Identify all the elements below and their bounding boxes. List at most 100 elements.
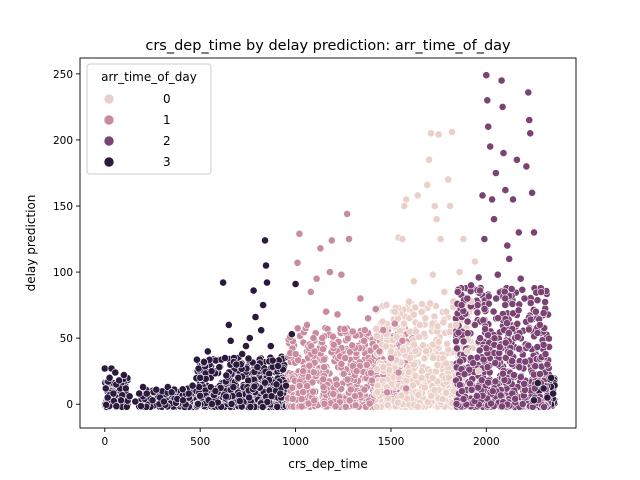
data-point-series-3 [139, 383, 147, 391]
data-point-series-0 [429, 353, 437, 362]
data-point-series-2 [525, 116, 534, 124]
data-point-series-0 [446, 202, 454, 210]
data-point-series-3 [102, 400, 111, 409]
data-point-series-3 [196, 373, 205, 382]
data-point-series-2 [488, 387, 497, 396]
data-point-series-3 [221, 354, 229, 362]
data-point-series-1 [318, 334, 327, 342]
data-point-series-0 [470, 257, 479, 266]
y-tick-label: 150 [53, 201, 73, 213]
data-point-series-0 [448, 128, 456, 136]
data-point-series-3 [291, 280, 300, 288]
data-point-series-2 [467, 281, 475, 290]
data-point-series-1 [337, 359, 346, 368]
data-point-series-3 [207, 367, 216, 376]
data-point-series-3 [194, 364, 203, 373]
data-point-series-2 [498, 369, 507, 378]
data-point-series-0 [410, 340, 419, 349]
data-point-series-1 [333, 310, 342, 319]
data-point-series-3 [219, 278, 227, 287]
data-point-series-2 [535, 320, 544, 329]
data-point-series-0 [393, 398, 402, 407]
data-point-series-2 [539, 309, 548, 317]
data-point-series-0 [428, 373, 437, 382]
data-point-series-1 [352, 367, 361, 376]
data-point-series-2 [452, 337, 460, 346]
data-point-series-1 [295, 229, 304, 238]
data-point-series-3 [273, 402, 282, 411]
data-point-series-2 [463, 329, 472, 338]
data-point-series-2 [539, 340, 548, 349]
data-point-series-0 [463, 347, 472, 356]
x-tick-label: 1000 [282, 436, 309, 448]
data-point-series-2 [492, 294, 501, 303]
data-point-series-0 [439, 318, 448, 327]
data-point-series-3 [111, 368, 120, 377]
data-point-series-2 [484, 122, 493, 131]
data-point-series-1 [303, 320, 311, 329]
data-point-series-0 [422, 347, 430, 356]
data-point-series-1 [362, 360, 371, 369]
data-point-series-3 [242, 342, 250, 350]
data-point-series-2 [470, 320, 479, 329]
data-point-series-2 [518, 400, 527, 408]
data-point-series-3 [120, 371, 128, 379]
data-point-series-3 [238, 350, 247, 358]
data-point-series-2 [459, 337, 468, 346]
data-point-series-0 [400, 319, 408, 328]
data-point-series-2 [513, 333, 522, 341]
data-point-series-1 [309, 334, 318, 342]
data-point-series-2 [467, 385, 476, 394]
data-point-series-1 [329, 390, 338, 398]
x-tick-label: 500 [190, 436, 210, 448]
data-point-series-2 [469, 359, 477, 367]
data-point-series-2 [489, 307, 498, 316]
data-point-series-2 [491, 359, 500, 367]
y-tick-label: 100 [53, 267, 73, 279]
data-point-series-1 [332, 380, 341, 389]
data-point-series-3 [244, 354, 253, 363]
data-point-series-2 [484, 378, 493, 387]
data-point-series-0 [442, 388, 451, 397]
data-point-series-3 [229, 383, 238, 392]
data-point-series-1 [348, 341, 357, 350]
data-point-series-1 [291, 350, 300, 358]
data-point-series-2 [497, 76, 506, 85]
data-point-series-3 [115, 376, 123, 385]
data-point-series-3 [547, 373, 556, 382]
data-point-series-0 [428, 270, 437, 279]
data-point-series-0 [392, 332, 401, 341]
data-point-series-2 [524, 325, 533, 334]
data-point-series-3 [125, 392, 134, 401]
data-point-series-1 [394, 368, 403, 377]
data-point-series-2 [499, 149, 508, 157]
data-point-series-2 [514, 228, 523, 237]
data-point-series-1 [371, 305, 380, 313]
data-point-series-1 [345, 235, 353, 243]
data-point-series-3 [121, 384, 130, 393]
data-point-series-2 [531, 362, 540, 371]
data-point-series-2 [536, 370, 544, 378]
legend-marker-1 [103, 114, 115, 126]
data-point-series-1 [346, 385, 355, 394]
data-point-series-1 [305, 361, 314, 370]
data-point-series-1 [364, 314, 372, 323]
data-point-series-2 [452, 344, 461, 353]
data-point-series-1 [341, 402, 350, 411]
data-point-series-3 [263, 397, 272, 406]
data-point-series-1 [299, 388, 308, 396]
data-point-series-0 [372, 402, 381, 411]
data-point-series-0 [425, 155, 433, 164]
data-point-series-3 [249, 286, 258, 295]
data-point-series-3 [188, 381, 197, 390]
data-point-series-0 [413, 402, 422, 411]
x-tick-label: 0 [101, 436, 108, 448]
data-point-series-2 [463, 317, 472, 326]
data-point-series-3 [539, 384, 548, 393]
data-point-series-3 [192, 355, 201, 364]
data-point-series-3 [282, 381, 290, 390]
data-point-series-0 [405, 297, 413, 306]
data-point-series-0 [414, 333, 423, 341]
data-point-series-2 [521, 357, 530, 366]
